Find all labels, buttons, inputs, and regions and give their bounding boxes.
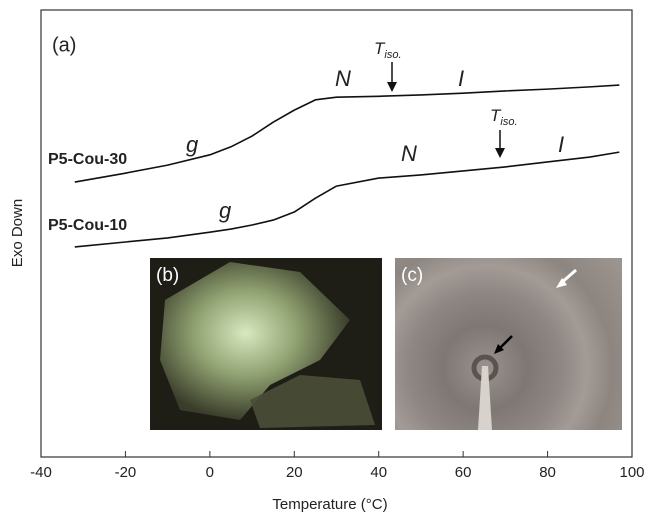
- annotation: I: [558, 132, 564, 157]
- annotation: Tiso.: [490, 106, 518, 127]
- inset-c: (c): [395, 258, 622, 430]
- x-tick-label: 100: [619, 464, 644, 481]
- arrow-head: [495, 148, 505, 158]
- panel-label: (a): [52, 34, 76, 56]
- annotation: N: [401, 141, 417, 166]
- series-label: P5-Cou-30: [48, 151, 127, 168]
- inset-b: (b): [150, 258, 382, 430]
- x-tick-label: -20: [115, 464, 137, 481]
- x-tick-label: 80: [539, 464, 556, 481]
- x-tick-label: 60: [455, 464, 472, 481]
- annotation: g: [186, 132, 199, 157]
- data-line: [75, 152, 620, 247]
- panel-label: (b): [156, 265, 179, 286]
- arrow-head: [387, 82, 397, 92]
- annotation: iso.: [384, 49, 401, 61]
- annotation: I: [458, 66, 464, 91]
- x-tick-label: -40: [30, 464, 52, 481]
- x-tick-label: 0: [206, 464, 214, 481]
- annotation: Tiso.: [374, 39, 402, 60]
- annotation: iso.: [500, 116, 517, 128]
- x-axis-label: Temperature (°C): [272, 496, 387, 513]
- chart: (b) (c) (a) Temperature (°C) Exo Down g …: [0, 0, 652, 519]
- y-axis-label: Exo Down: [9, 199, 26, 267]
- annotation: N: [335, 66, 351, 91]
- annotation: g: [219, 198, 232, 223]
- data-line: [75, 85, 620, 182]
- x-tick-label: 20: [286, 464, 303, 481]
- panel-label: (c): [401, 265, 423, 286]
- series-label: P5-Cou-10: [48, 217, 127, 234]
- x-tick-label: 40: [370, 464, 387, 481]
